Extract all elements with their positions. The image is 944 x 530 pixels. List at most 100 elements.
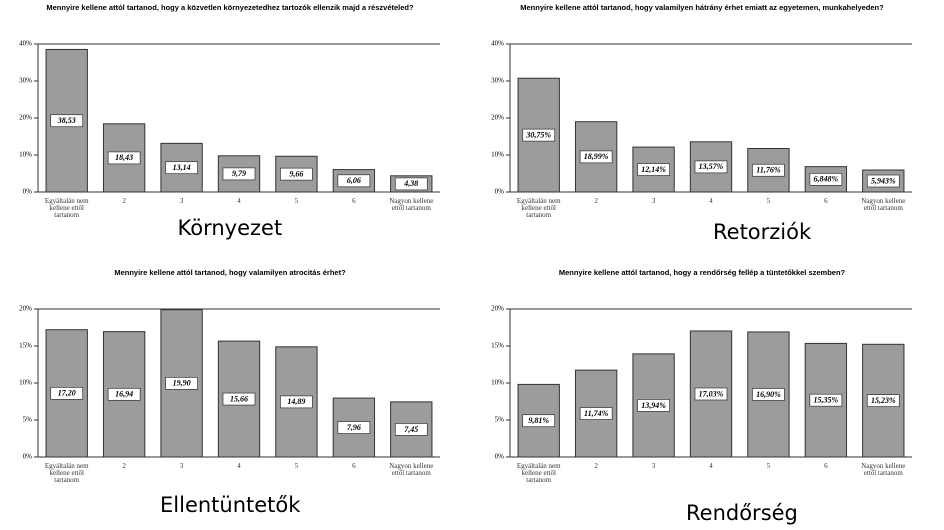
value-label: 11,74% bbox=[584, 409, 609, 418]
value-label-box bbox=[694, 160, 728, 174]
value-label-box bbox=[222, 167, 256, 181]
chart-title: Mennyire kellene attól tartanod, hogy a … bbox=[558, 268, 846, 277]
value-label-box bbox=[50, 387, 84, 400]
value-label: 19,90 bbox=[173, 379, 191, 388]
value-label: 16,94 bbox=[115, 390, 133, 399]
value-label: 6,848% bbox=[814, 175, 839, 184]
value-label: 14,89 bbox=[287, 397, 305, 406]
value-label-box bbox=[50, 114, 84, 128]
x-tick-label: 3 bbox=[179, 462, 184, 470]
x-tick-label: 6 bbox=[352, 197, 356, 205]
x-tick-label: 3 bbox=[651, 197, 656, 205]
value-label-box bbox=[337, 421, 371, 434]
value-label: 11,76% bbox=[756, 166, 781, 175]
chart-caption: Környezet bbox=[177, 216, 283, 240]
value-label-box bbox=[394, 177, 428, 191]
value-label: 16,90% bbox=[756, 390, 781, 399]
chart: 0% 5% 10% 15% 20% 9,81% 11,74% 13,94% 17,03% 16,9… bbox=[491, 305, 912, 461]
value-label: 7,45 bbox=[404, 425, 418, 434]
value-label-box bbox=[522, 414, 556, 428]
x-tick-label: Egyáltalán nem kellene ettől tartanom bbox=[516, 462, 561, 484]
y-tick-label: 20% bbox=[491, 305, 504, 313]
y-tick-label: 10% bbox=[491, 151, 504, 159]
y-tick-label: 30% bbox=[491, 77, 504, 85]
value-label: 9,79 bbox=[232, 169, 246, 178]
value-label: 9,81% bbox=[528, 416, 549, 425]
value-label-box bbox=[866, 174, 900, 188]
value-label: 17,20 bbox=[58, 389, 76, 398]
value-label: 30,75% bbox=[525, 130, 551, 139]
value-label-box bbox=[579, 407, 613, 420]
value-label-box bbox=[866, 394, 900, 407]
value-label: 17,03% bbox=[699, 389, 724, 398]
x-tick-label: 3 bbox=[179, 197, 184, 205]
x-tick-label: Nagyon kellene ettől tartanom bbox=[389, 462, 434, 477]
value-label: 6,06 bbox=[347, 176, 361, 185]
x-tick-label: 5 bbox=[294, 462, 299, 470]
value-label: 15,66 bbox=[230, 394, 248, 403]
x-tick-label: 4 bbox=[709, 197, 713, 205]
value-label-box bbox=[522, 128, 556, 142]
value-label: 13,14 bbox=[173, 163, 191, 172]
y-tick-label: 20% bbox=[19, 114, 32, 122]
y-tick-label: 30% bbox=[19, 77, 32, 85]
y-tick-label: 0% bbox=[23, 453, 33, 461]
y-tick-label: 10% bbox=[491, 379, 504, 387]
value-label: 9,66 bbox=[289, 169, 303, 178]
x-tick-label: 2 bbox=[594, 462, 598, 470]
value-label-box bbox=[222, 392, 256, 406]
x-tick-label: Nagyon kellene ettől tartanom bbox=[389, 197, 434, 212]
x-tick-label: Egyáltalán nem kellene ettől tartanom bbox=[44, 462, 89, 484]
y-tick-label: 5% bbox=[495, 416, 505, 424]
x-tick-label: 2 bbox=[122, 197, 126, 205]
value-label-box bbox=[809, 172, 843, 186]
chart-caption: Rendőrség bbox=[686, 501, 798, 525]
value-label: 15,35% bbox=[814, 396, 839, 405]
x-tick-label: 6 bbox=[824, 197, 828, 205]
value-label-box bbox=[637, 163, 670, 176]
chart-caption: Retorziók bbox=[713, 220, 812, 244]
chart: 0% 10% 20% 30% 40% 30,75% 18,99% 12,14% 13,57% 11… bbox=[491, 40, 912, 196]
x-tick-label: 4 bbox=[237, 462, 241, 470]
y-tick-label: 20% bbox=[491, 114, 504, 122]
chart-title: Mennyire kellene attól tartanod, hogy va… bbox=[520, 3, 884, 12]
value-label-box bbox=[165, 377, 198, 390]
value-label-box bbox=[394, 423, 428, 436]
y-tick-label: 0% bbox=[495, 453, 505, 461]
value-label-box bbox=[337, 174, 371, 188]
x-tick-label: 6 bbox=[824, 462, 828, 470]
value-label: 12,14% bbox=[641, 165, 666, 174]
x-tick-label: 4 bbox=[709, 462, 713, 470]
x-tick-label: 5 bbox=[294, 197, 299, 205]
value-label: 13,57% bbox=[699, 162, 724, 171]
chart-caption: Ellentüntetők bbox=[160, 493, 301, 517]
chart-title: Mennyire kellene attól tartanod, hogy a … bbox=[46, 3, 414, 12]
value-label-box bbox=[694, 387, 728, 401]
y-tick-label: 40% bbox=[19, 40, 32, 48]
x-tick-label: Egyáltalán nem kellene ettől tartanom bbox=[516, 197, 561, 219]
y-tick-label: 5% bbox=[23, 416, 33, 424]
value-label: 4,38 bbox=[403, 179, 418, 188]
chart-title: Mennyire kellene attól tartanod, hogy va… bbox=[114, 268, 346, 277]
value-label: 7,96 bbox=[347, 423, 361, 432]
chart-panel: Mennyire kellene attól tartanod, hogy va… bbox=[0, 265, 472, 530]
chart: 0% 5% 10% 15% 20% 17,20 16,94 19,90 15,66 14,89 7,… bbox=[19, 305, 440, 461]
x-tick-label: 5 bbox=[766, 197, 771, 205]
y-tick-label: 10% bbox=[19, 379, 32, 387]
value-label: 13,94% bbox=[641, 401, 666, 410]
x-tick-label: Nagyon kellene ettől tartanom bbox=[861, 462, 906, 477]
chart: 0% 10% 20% 30% 40% 38,53 18,43 13,14 9,79 9,66 6,0… bbox=[19, 40, 440, 196]
value-label: 38,53 bbox=[57, 116, 76, 125]
value-label-box bbox=[107, 387, 141, 401]
value-label-box bbox=[752, 163, 785, 177]
chart-panel: Mennyire kellene attól tartanod, hogy a … bbox=[472, 265, 944, 530]
chart-panel: Mennyire kellene attól tartanod, hogy va… bbox=[472, 0, 944, 265]
value-label-box bbox=[579, 150, 613, 164]
value-label-box bbox=[752, 388, 785, 401]
x-tick-label: 2 bbox=[594, 197, 598, 205]
y-tick-label: 10% bbox=[19, 151, 32, 159]
x-tick-label: 3 bbox=[651, 462, 656, 470]
y-tick-label: 0% bbox=[23, 188, 33, 196]
x-tick-label: Egyáltalán nem kellene ettől tartanom bbox=[44, 197, 89, 219]
